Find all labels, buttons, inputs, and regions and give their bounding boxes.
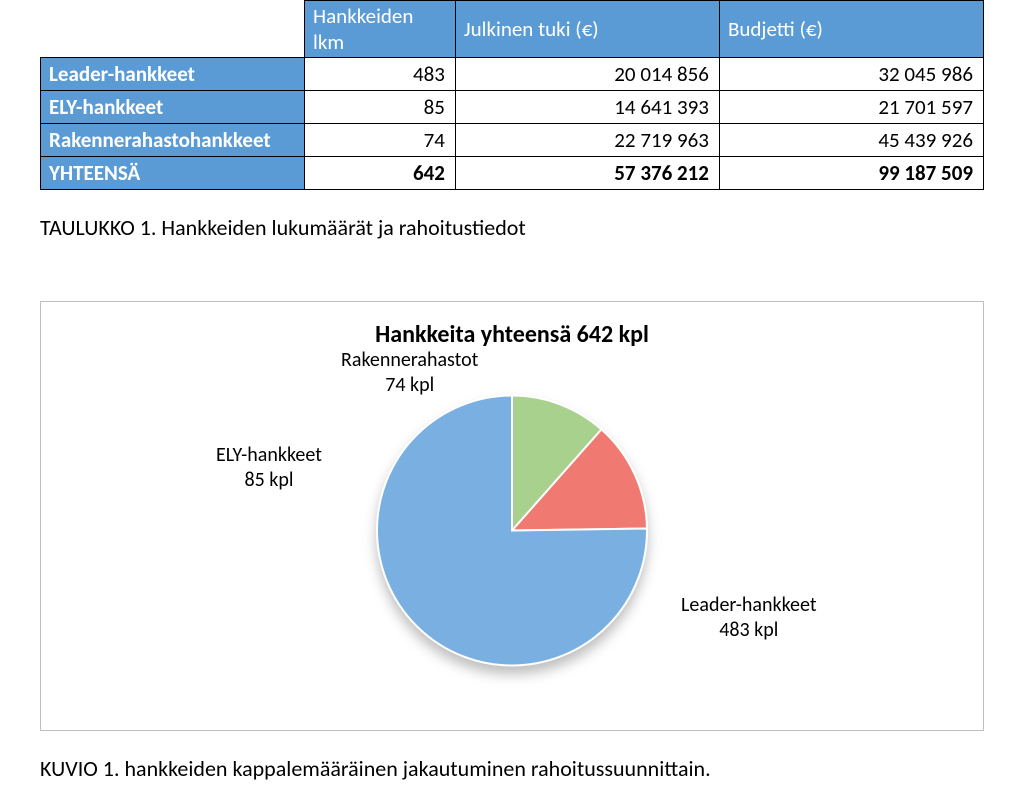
table-cell: 57 376 212 bbox=[455, 157, 719, 190]
table-row: ELY-hankkeet8514 641 39321 701 597 bbox=[41, 91, 984, 124]
pie-svg bbox=[375, 394, 649, 668]
table-caption: TAULUKKO 1. Hankkeiden lukumäärät ja rah… bbox=[40, 214, 984, 241]
table-corner-cell bbox=[41, 1, 305, 58]
table-row-header: Rakennerahastohankkeet bbox=[41, 124, 305, 157]
table-header-row: Hankkeiden lkmJulkinen tuki (€)Budjetti … bbox=[41, 1, 984, 58]
table-row-header: YHTEENSÄ bbox=[41, 157, 305, 190]
table-cell: 21 701 597 bbox=[719, 91, 983, 124]
chart-data-label: Leader-hankkeet483 kpl bbox=[681, 593, 817, 643]
table-row: Rakennerahastohankkeet7422 719 96345 439… bbox=[41, 124, 984, 157]
table-row-header: ELY-hankkeet bbox=[41, 91, 305, 124]
table-cell: 14 641 393 bbox=[455, 91, 719, 124]
table-col-header: Hankkeiden lkm bbox=[305, 1, 456, 58]
funding-table: Hankkeiden lkmJulkinen tuki (€)Budjetti … bbox=[40, 0, 984, 190]
table-cell: 85 bbox=[305, 91, 456, 124]
chart-title: Hankkeita yhteensä 642 kpl bbox=[41, 320, 983, 349]
pie-wrap bbox=[375, 394, 649, 673]
table-cell: 483 bbox=[305, 58, 456, 91]
table-cell: 22 719 963 bbox=[455, 124, 719, 157]
table-cell: 99 187 509 bbox=[719, 157, 983, 190]
table-row: Leader-hankkeet48320 014 85632 045 986 bbox=[41, 58, 984, 91]
chart-area: Rakennerahastot74 kplELY-hankkeet85 kplL… bbox=[41, 353, 983, 713]
table-cell: 45 439 926 bbox=[719, 124, 983, 157]
chart-data-label: Rakennerahastot74 kpl bbox=[341, 348, 478, 398]
table-cell: 642 bbox=[305, 157, 456, 190]
table-col-header: Julkinen tuki (€) bbox=[455, 1, 719, 58]
table-cell: 20 014 856 bbox=[455, 58, 719, 91]
table-cell: 74 bbox=[305, 124, 456, 157]
table-row: YHTEENSÄ64257 376 21299 187 509 bbox=[41, 157, 984, 190]
chart-data-label: ELY-hankkeet85 kpl bbox=[216, 443, 322, 493]
table-cell: 32 045 986 bbox=[719, 58, 983, 91]
pie-chart-frame: Hankkeita yhteensä 642 kpl Rakennerahast… bbox=[40, 301, 984, 731]
chart-caption: KUVIO 1. hankkeiden kappalemääräinen jak… bbox=[40, 755, 984, 782]
table-row-header: Leader-hankkeet bbox=[41, 58, 305, 91]
table-col-header: Budjetti (€) bbox=[719, 1, 983, 58]
